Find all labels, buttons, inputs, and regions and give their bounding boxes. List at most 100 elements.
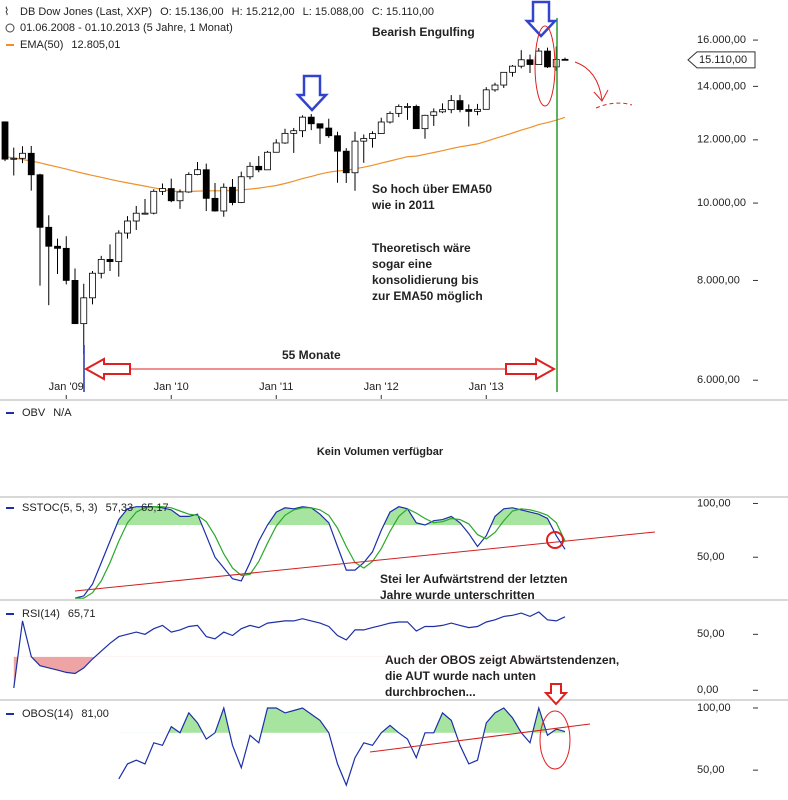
- annotation: durchbrochen...: [385, 685, 476, 699]
- y-tick-label: 50,00: [697, 628, 725, 640]
- candle-body: [115, 232, 123, 262]
- candle-body: [369, 133, 376, 139]
- icon: ⌇: [4, 6, 9, 18]
- y-tick-label: 10.000,00: [697, 197, 746, 209]
- annotation: sogar eine: [372, 257, 432, 271]
- y-tick-label: 12.000,00: [697, 134, 746, 146]
- candle-body: [351, 140, 359, 174]
- x-tick-label: Jan '09: [49, 381, 84, 393]
- candle-body: [281, 132, 289, 144]
- candle-body: [386, 112, 394, 123]
- candle-body: [544, 50, 551, 68]
- message: Kein Volumen verfügbar: [317, 446, 444, 458]
- y-tick-label: 14.000,00: [697, 80, 746, 92]
- y-tick-label: 50,00: [697, 764, 725, 776]
- annotation: Auch der OBOS zeigt Abwärtstendenzen,: [385, 653, 619, 667]
- trend-line: [74, 531, 656, 592]
- annotation: Jahre wurde unterschritten: [380, 588, 535, 602]
- legend-text: 57,33: [106, 502, 134, 514]
- legend-text: SSTOC(5, 5, 3): [22, 502, 98, 514]
- annotation: konsolidierung bis: [372, 273, 479, 287]
- candle-body: [307, 116, 315, 125]
- band-fill: [75, 506, 565, 525]
- candle-body: [456, 100, 464, 110]
- candle-body: [482, 89, 490, 110]
- legend-text: OBV: [22, 407, 46, 419]
- candle-body: [535, 50, 543, 65]
- annotation: zur EMA50 möglich: [372, 289, 483, 303]
- candle-body: [299, 116, 306, 132]
- x-tick-label: Jan '13: [469, 381, 504, 393]
- trend-line: [369, 723, 591, 753]
- candle-body: [176, 191, 184, 202]
- candle-body: [360, 138, 368, 142]
- candle-body: [246, 165, 254, 178]
- annotation: Stei ler Aufwärtstrend der letzten: [380, 572, 568, 586]
- candle-body: [36, 174, 44, 228]
- candle-body: [124, 220, 131, 234]
- annotation: Theoretisch wäre: [372, 241, 471, 255]
- legend-text: L: 15.088,00: [303, 6, 364, 18]
- candle-body: [500, 71, 508, 86]
- y-tick-label: 8.000,00: [697, 274, 740, 286]
- highlight-ellipse: [534, 25, 556, 107]
- y-tick-label: 50,00: [697, 551, 725, 563]
- candle-body: [290, 130, 298, 134]
- candle-body: [526, 59, 534, 65]
- candle-body: [334, 135, 341, 152]
- candle-body: [229, 186, 236, 203]
- candle-body: [395, 106, 403, 114]
- candle-body: [159, 188, 166, 192]
- candle-body: [211, 197, 219, 212]
- y-tick-label: 6.000,00: [697, 374, 740, 386]
- candle-body: [19, 152, 26, 159]
- candle-body: [316, 123, 324, 129]
- candle-body: [517, 59, 525, 67]
- annotation: die AUT wurde nach unten: [385, 669, 536, 683]
- x-tick-label: Jan '12: [364, 381, 399, 393]
- candle-body: [54, 245, 61, 249]
- y-tick-label: 16.000,00: [697, 34, 746, 46]
- candle-body: [89, 272, 96, 299]
- legend-text: 65,71: [68, 608, 96, 620]
- trend-arrow: [574, 61, 603, 101]
- candle-body: [404, 106, 411, 108]
- projection: [595, 102, 633, 109]
- indicator-line: [75, 506, 566, 599]
- candle-body: [272, 142, 280, 153]
- indicator-line: [118, 705, 566, 787]
- background: [0, 399, 788, 701]
- candle-body: [1, 121, 9, 160]
- candle-body: [71, 280, 79, 325]
- candle-body: [150, 190, 158, 214]
- last-price-label: 15.110,00: [699, 54, 747, 66]
- candle-body: [325, 127, 333, 137]
- candle-body: [377, 121, 385, 134]
- candle-body: [439, 109, 446, 113]
- candle-body: [447, 100, 455, 111]
- clock-icon: [5, 23, 15, 33]
- candle-body: [194, 169, 201, 175]
- candle-body: [412, 106, 420, 130]
- candle-body: [106, 259, 114, 262]
- candle-body: [97, 259, 105, 274]
- candle-body: [509, 65, 516, 73]
- candle-body: [255, 165, 263, 171]
- candle-body: [141, 212, 149, 215]
- candle-body: [430, 111, 438, 116]
- highlight-circle: [546, 531, 564, 549]
- candle-body: [202, 169, 210, 199]
- legend-text: 12.805,01: [71, 39, 120, 51]
- subtitle: 01.06.2008 - 01.10.2013 (5 Jahre, 1 Mona…: [20, 22, 233, 34]
- annotation: 55 Monate: [282, 348, 341, 362]
- candle-body: [561, 58, 569, 61]
- annotation: Bearish Engulfing: [372, 25, 475, 39]
- highlight-ellipse: [539, 710, 571, 770]
- ema-line: [4, 116, 566, 193]
- candle-body: [167, 188, 175, 202]
- last-price-box: [687, 51, 756, 69]
- legend-text: H: 15.212,00: [232, 6, 295, 18]
- down-arrow: [295, 74, 329, 112]
- legend-text: OBOS(14): [22, 708, 73, 720]
